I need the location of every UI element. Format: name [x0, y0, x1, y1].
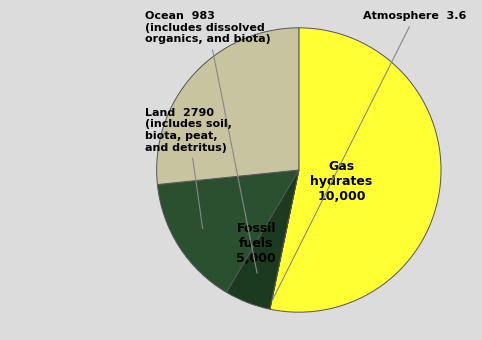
Text: Atmosphere  3.6: Atmosphere 3.6 [272, 12, 466, 300]
Text: Ocean  983
(includes dissolved
organics, and biota): Ocean 983 (includes dissolved organics, … [145, 11, 271, 273]
Wedge shape [270, 170, 299, 309]
Wedge shape [227, 170, 299, 309]
Text: Fossil
fuels
5,000: Fossil fuels 5,000 [236, 222, 276, 266]
Text: Gas
hydrates
10,000: Gas hydrates 10,000 [310, 160, 373, 203]
Wedge shape [157, 28, 299, 185]
Wedge shape [270, 28, 441, 312]
Text: Land  2790
(includes soil,
biota, peat,
and detritus): Land 2790 (includes soil, biota, peat, a… [145, 108, 232, 228]
Wedge shape [158, 170, 299, 292]
